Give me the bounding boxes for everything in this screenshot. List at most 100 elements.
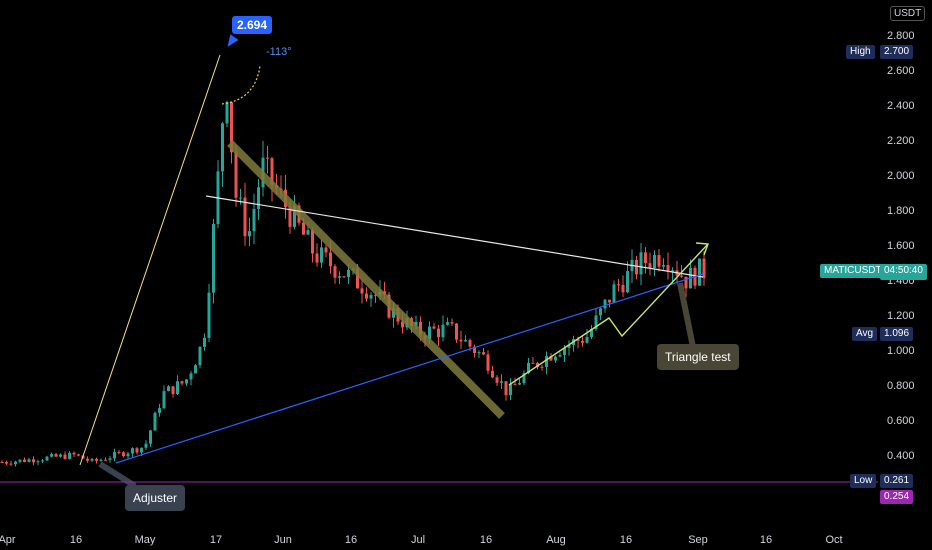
candle (122, 451, 125, 458)
x-tick-label: 16 (760, 534, 772, 546)
candle (635, 255, 638, 280)
candle-body (459, 339, 463, 342)
candle (477, 350, 481, 359)
candle-body (495, 377, 499, 383)
candle-body (639, 252, 643, 275)
lower-trendline[interactable] (115, 273, 704, 464)
descending-channel-band[interactable] (227, 140, 505, 419)
candle-body (662, 265, 665, 267)
candle (108, 455, 112, 463)
candle (135, 446, 139, 455)
candle (18, 459, 22, 464)
candle-body (5, 462, 8, 464)
candle (338, 271, 341, 285)
candle-body (194, 365, 197, 374)
candle (162, 385, 166, 410)
peak-price-badge[interactable]: 2.694 (232, 16, 273, 34)
candle (540, 364, 544, 371)
symbol-price-tag: MATICUSDT (820, 264, 886, 278)
candle (261, 140, 265, 197)
candle-body (414, 321, 418, 326)
candle (41, 459, 44, 464)
candle-body (23, 459, 26, 462)
candle (360, 279, 364, 304)
candle-body (608, 299, 611, 303)
candle-body (491, 370, 494, 378)
candle (315, 243, 319, 267)
candle (270, 156, 274, 202)
x-tick-label: 16 (620, 534, 632, 546)
candle (500, 374, 503, 389)
candle (99, 458, 103, 462)
angle-arc[interactable] (221, 65, 261, 105)
y-tick-label: 2.200 (887, 135, 915, 147)
candle-body (455, 323, 458, 340)
adjuster-fib-line[interactable] (79, 54, 221, 466)
upper-trendline[interactable] (205, 195, 704, 278)
candle (509, 378, 512, 400)
candle-body (36, 461, 40, 463)
candle (9, 460, 13, 467)
candle-body (644, 252, 647, 264)
candle (567, 340, 571, 356)
currency-label[interactable]: USDT (890, 6, 926, 21)
candle-body (302, 222, 305, 235)
candle-body (545, 355, 548, 367)
candle (185, 378, 188, 387)
price-countdown-tag: 04:50:40 (880, 264, 927, 280)
candle (126, 452, 130, 459)
candle (189, 371, 193, 386)
candle (63, 451, 67, 460)
candle-body (248, 231, 251, 237)
x-axis-ticks: Apr 16 May 17 Jun 16 Jul 16 Aug 16 Sep 16 Oct (0, 534, 843, 546)
candle-body (648, 263, 652, 268)
candle (432, 322, 436, 330)
candle-body (401, 321, 404, 328)
x-tick-label: 16 (70, 534, 82, 546)
candle-body (603, 299, 607, 309)
candle (23, 457, 26, 463)
candle-body (315, 253, 319, 263)
candle-body (590, 329, 593, 337)
candle-body (293, 205, 296, 227)
candle-body (86, 458, 89, 461)
candle (203, 333, 206, 351)
x-tick-label: May (135, 534, 156, 546)
y-tick-label: 2.800 (887, 30, 915, 42)
candle (77, 453, 80, 457)
candle (369, 292, 373, 307)
last-low-value-tag: 0.254 (880, 490, 914, 504)
candle (248, 217, 251, 247)
candle-body (252, 209, 256, 232)
projection-arrow-path[interactable] (508, 243, 709, 386)
y-tick-label: 1.600 (887, 240, 915, 252)
candle-body (441, 324, 445, 338)
candle-body (360, 288, 364, 294)
candle-body (239, 197, 242, 199)
candle (522, 370, 526, 386)
candle-body (500, 381, 503, 383)
avg-label-tag: Avg (852, 327, 878, 341)
candle (495, 375, 499, 386)
y-tick-label: 2.400 (887, 100, 915, 112)
candle-body (27, 459, 31, 462)
triangle-test-callout[interactable]: Triangle test (657, 344, 739, 370)
candle-body (473, 346, 476, 354)
candle-body (635, 259, 638, 275)
candle-body (450, 322, 454, 324)
candle (486, 350, 490, 375)
adjuster-callout[interactable]: Adjuster (125, 485, 186, 511)
candle-body (356, 268, 359, 289)
high-label-tag: High (846, 45, 875, 59)
candle (243, 182, 247, 246)
candle-body (621, 284, 625, 293)
candle-body (167, 386, 170, 392)
candle-body (243, 197, 247, 237)
candle-body (18, 459, 22, 462)
x-tick-label: Jun (274, 534, 292, 546)
candle (180, 380, 184, 386)
candle-body (14, 461, 17, 465)
candle-body (162, 391, 166, 409)
candle-body (59, 454, 62, 457)
